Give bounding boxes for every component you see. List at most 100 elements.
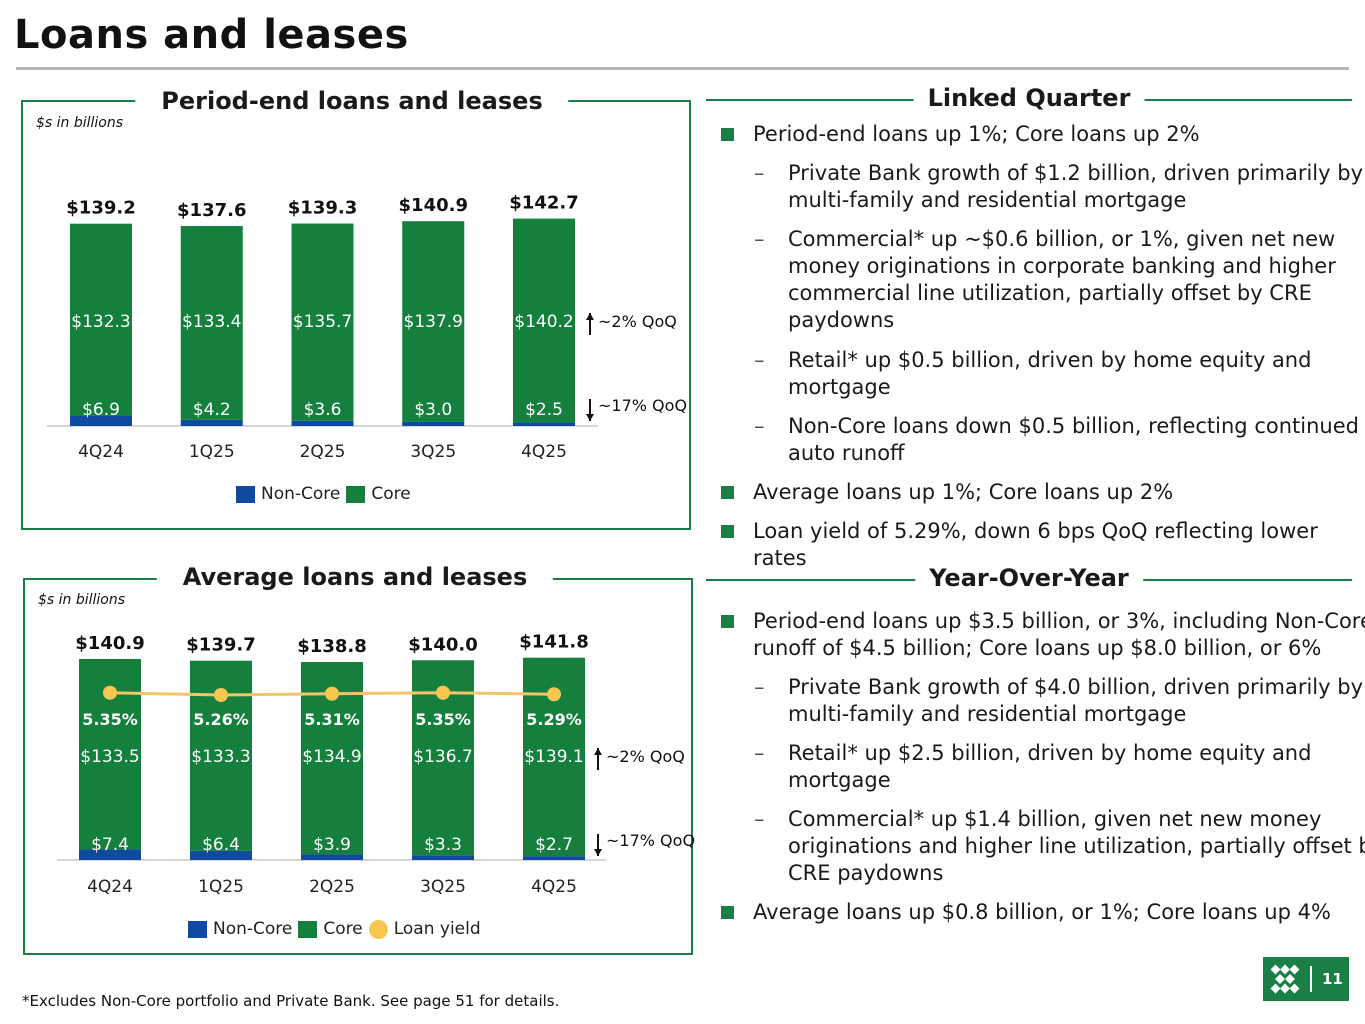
bar-non-core-1Q25	[190, 850, 252, 860]
legend-loan-yield-label: Loan yield	[393, 919, 481, 939]
legend-core-label: Core	[371, 484, 411, 504]
period-end-legend: Non-Core Core	[236, 484, 417, 504]
bar-non-core-2Q25	[291, 420, 354, 426]
core-label-4Q25: $140.2	[514, 312, 573, 332]
average-legend: Non-Core Core Loan yield	[188, 919, 487, 939]
loan-yield-point-3Q25	[436, 685, 450, 700]
category-label-4Q25: 4Q25	[531, 877, 577, 897]
loan-yield-point-2Q25	[325, 686, 339, 701]
bar-non-core-3Q25	[402, 421, 465, 426]
brand-logo-badge: 11	[1263, 957, 1349, 1001]
legend-non-core-label: Non-Core	[213, 919, 293, 939]
yoy-sub-bullet-3: Commercial* up $1.4 billion, given net n…	[754, 806, 1365, 887]
non-core-qoq-annotation: ~17% QoQ	[598, 396, 687, 415]
core-label-3Q25: $137.9	[404, 312, 463, 332]
total-label-3Q25: $140.9	[399, 195, 468, 216]
category-label-4Q24: 4Q24	[87, 877, 133, 897]
average-units-label: $s in billions	[38, 592, 126, 608]
bar-core-3Q25	[402, 221, 465, 422]
legend-core-label: Core	[323, 919, 363, 939]
category-label-3Q25: 3Q25	[420, 877, 466, 897]
bar-core-2Q25	[291, 223, 354, 421]
period-end-chart-title: Period-end loans and leases	[135, 87, 569, 115]
bar-core-1Q25	[180, 226, 243, 420]
legend-non-core: Non-Core	[188, 919, 292, 939]
core-qoq-annotation: ~2% QoQ	[598, 312, 677, 331]
non-core-label-3Q25: $3.0	[414, 400, 452, 420]
core-label-2Q25: $135.7	[293, 312, 352, 332]
loan-yield-point-4Q24	[103, 685, 117, 700]
total-label-3Q25: $140.0	[408, 634, 477, 655]
loan-yield-label-3Q25: 5.35%	[415, 710, 471, 729]
legend-non-core-swatch	[236, 485, 255, 503]
average-chart-title: Average loans and leases	[156, 563, 554, 591]
lq-sub-bullet-4: Non-Core loans down $0.5 billion, reflec…	[754, 413, 1365, 467]
category-label-2Q25: 2Q25	[309, 877, 355, 897]
loan-yield-point-4Q25	[547, 687, 561, 702]
legend-core: Core	[298, 919, 363, 939]
linked-quarter-title: Linked Quarter	[913, 84, 1145, 112]
loan-yield-point-1Q25	[214, 688, 228, 702]
legend-non-core-label: Non-Core	[261, 484, 341, 504]
loan-yield-label-4Q25: 5.29%	[526, 710, 582, 729]
legend-non-core: Non-Core	[236, 484, 340, 504]
loan-yield-label-4Q24: 5.35%	[82, 710, 138, 729]
yoy-title: Year-Over-Year	[915, 564, 1143, 592]
bar-non-core-2Q25	[301, 854, 363, 860]
category-label-3Q25: 3Q25	[410, 442, 456, 462]
legend-core-swatch	[298, 920, 318, 938]
bar-core-4Q24	[70, 223, 132, 416]
legend-non-core-swatch	[188, 920, 207, 938]
title-divider	[16, 67, 1349, 70]
non-core-qoq-annotation: ~17% QoQ	[606, 831, 695, 850]
yoy-sub-bullet-1: Private Bank growth of $4.0 billion, dri…	[754, 674, 1365, 728]
page-number: 11	[1322, 970, 1343, 988]
total-label-1Q25: $139.7	[186, 635, 255, 656]
lq-sub-bullet-3: Retail* up $0.5 billion, driven by home …	[754, 347, 1365, 401]
legend-core-swatch	[346, 485, 366, 503]
non-core-label-4Q25: $2.7	[535, 835, 573, 855]
yoy-bullet-1: Period-end loans up $3.5 billion, or 3%,…	[721, 608, 1365, 662]
non-core-qoq-arrow-head	[594, 849, 602, 856]
loan-yield-label-1Q25: 5.26%	[193, 710, 249, 729]
non-core-label-4Q24: $7.4	[91, 835, 129, 855]
yoy-sub-bullet-2: Retail* up $2.5 billion, driven by home …	[754, 740, 1365, 794]
core-label-1Q25: $133.3	[191, 747, 250, 767]
page-title: Loans and leases	[14, 12, 409, 58]
core-label-2Q25: $134.9	[302, 747, 361, 767]
brand-logo-icon	[1270, 964, 1300, 994]
total-label-1Q25: $137.6	[177, 200, 246, 221]
core-qoq-annotation: ~2% QoQ	[606, 747, 685, 766]
legend-core: Core	[346, 484, 411, 504]
lq-sub-bullet-2: Commercial* up ~$0.6 billion, or 1%, giv…	[754, 226, 1365, 334]
yoy-heading: Year-Over-Year	[706, 564, 1352, 594]
non-core-label-2Q25: $3.9	[313, 835, 351, 855]
total-label-2Q25: $139.3	[288, 198, 357, 219]
period-end-units-label: $s in billions	[36, 115, 124, 131]
logo-divider	[1310, 966, 1312, 992]
non-core-label-3Q25: $3.3	[424, 835, 462, 855]
yoy-bullet-2: Average loans up $0.8 billion, or 1%; Co…	[721, 899, 1365, 926]
core-qoq-arrow-head	[586, 313, 594, 320]
legend-loan-yield: Loan yield	[368, 919, 481, 939]
bar-non-core-4Q25	[513, 422, 575, 426]
non-core-label-1Q25: $6.4	[202, 835, 240, 855]
core-label-1Q25: $133.4	[182, 312, 241, 332]
lq-bullet-1: Period-end loans up 1%; Core loans up 2%	[721, 121, 1363, 148]
core-label-4Q24: $133.5	[80, 747, 139, 767]
lq-bullet-2: Average loans up 1%; Core loans up 2%	[721, 479, 1363, 506]
total-label-4Q25: $142.7	[509, 193, 578, 214]
category-label-4Q24: 4Q24	[78, 442, 124, 462]
category-label-1Q25: 1Q25	[198, 877, 244, 897]
lq-bullet-3: Loan yield of 5.29%, down 6 bps QoQ refl…	[721, 518, 1353, 572]
bar-non-core-4Q25	[523, 856, 585, 860]
total-label-4Q24: $140.9	[75, 633, 144, 654]
core-label-4Q25: $139.1	[524, 747, 583, 767]
non-core-label-2Q25: $3.6	[304, 400, 342, 420]
loan-yield-label-2Q25: 5.31%	[304, 710, 360, 729]
footnote: *Excludes Non-Core portfolio and Private…	[22, 992, 560, 1010]
non-core-label-4Q25: $2.5	[525, 400, 563, 420]
total-label-4Q25: $141.8	[519, 632, 588, 653]
